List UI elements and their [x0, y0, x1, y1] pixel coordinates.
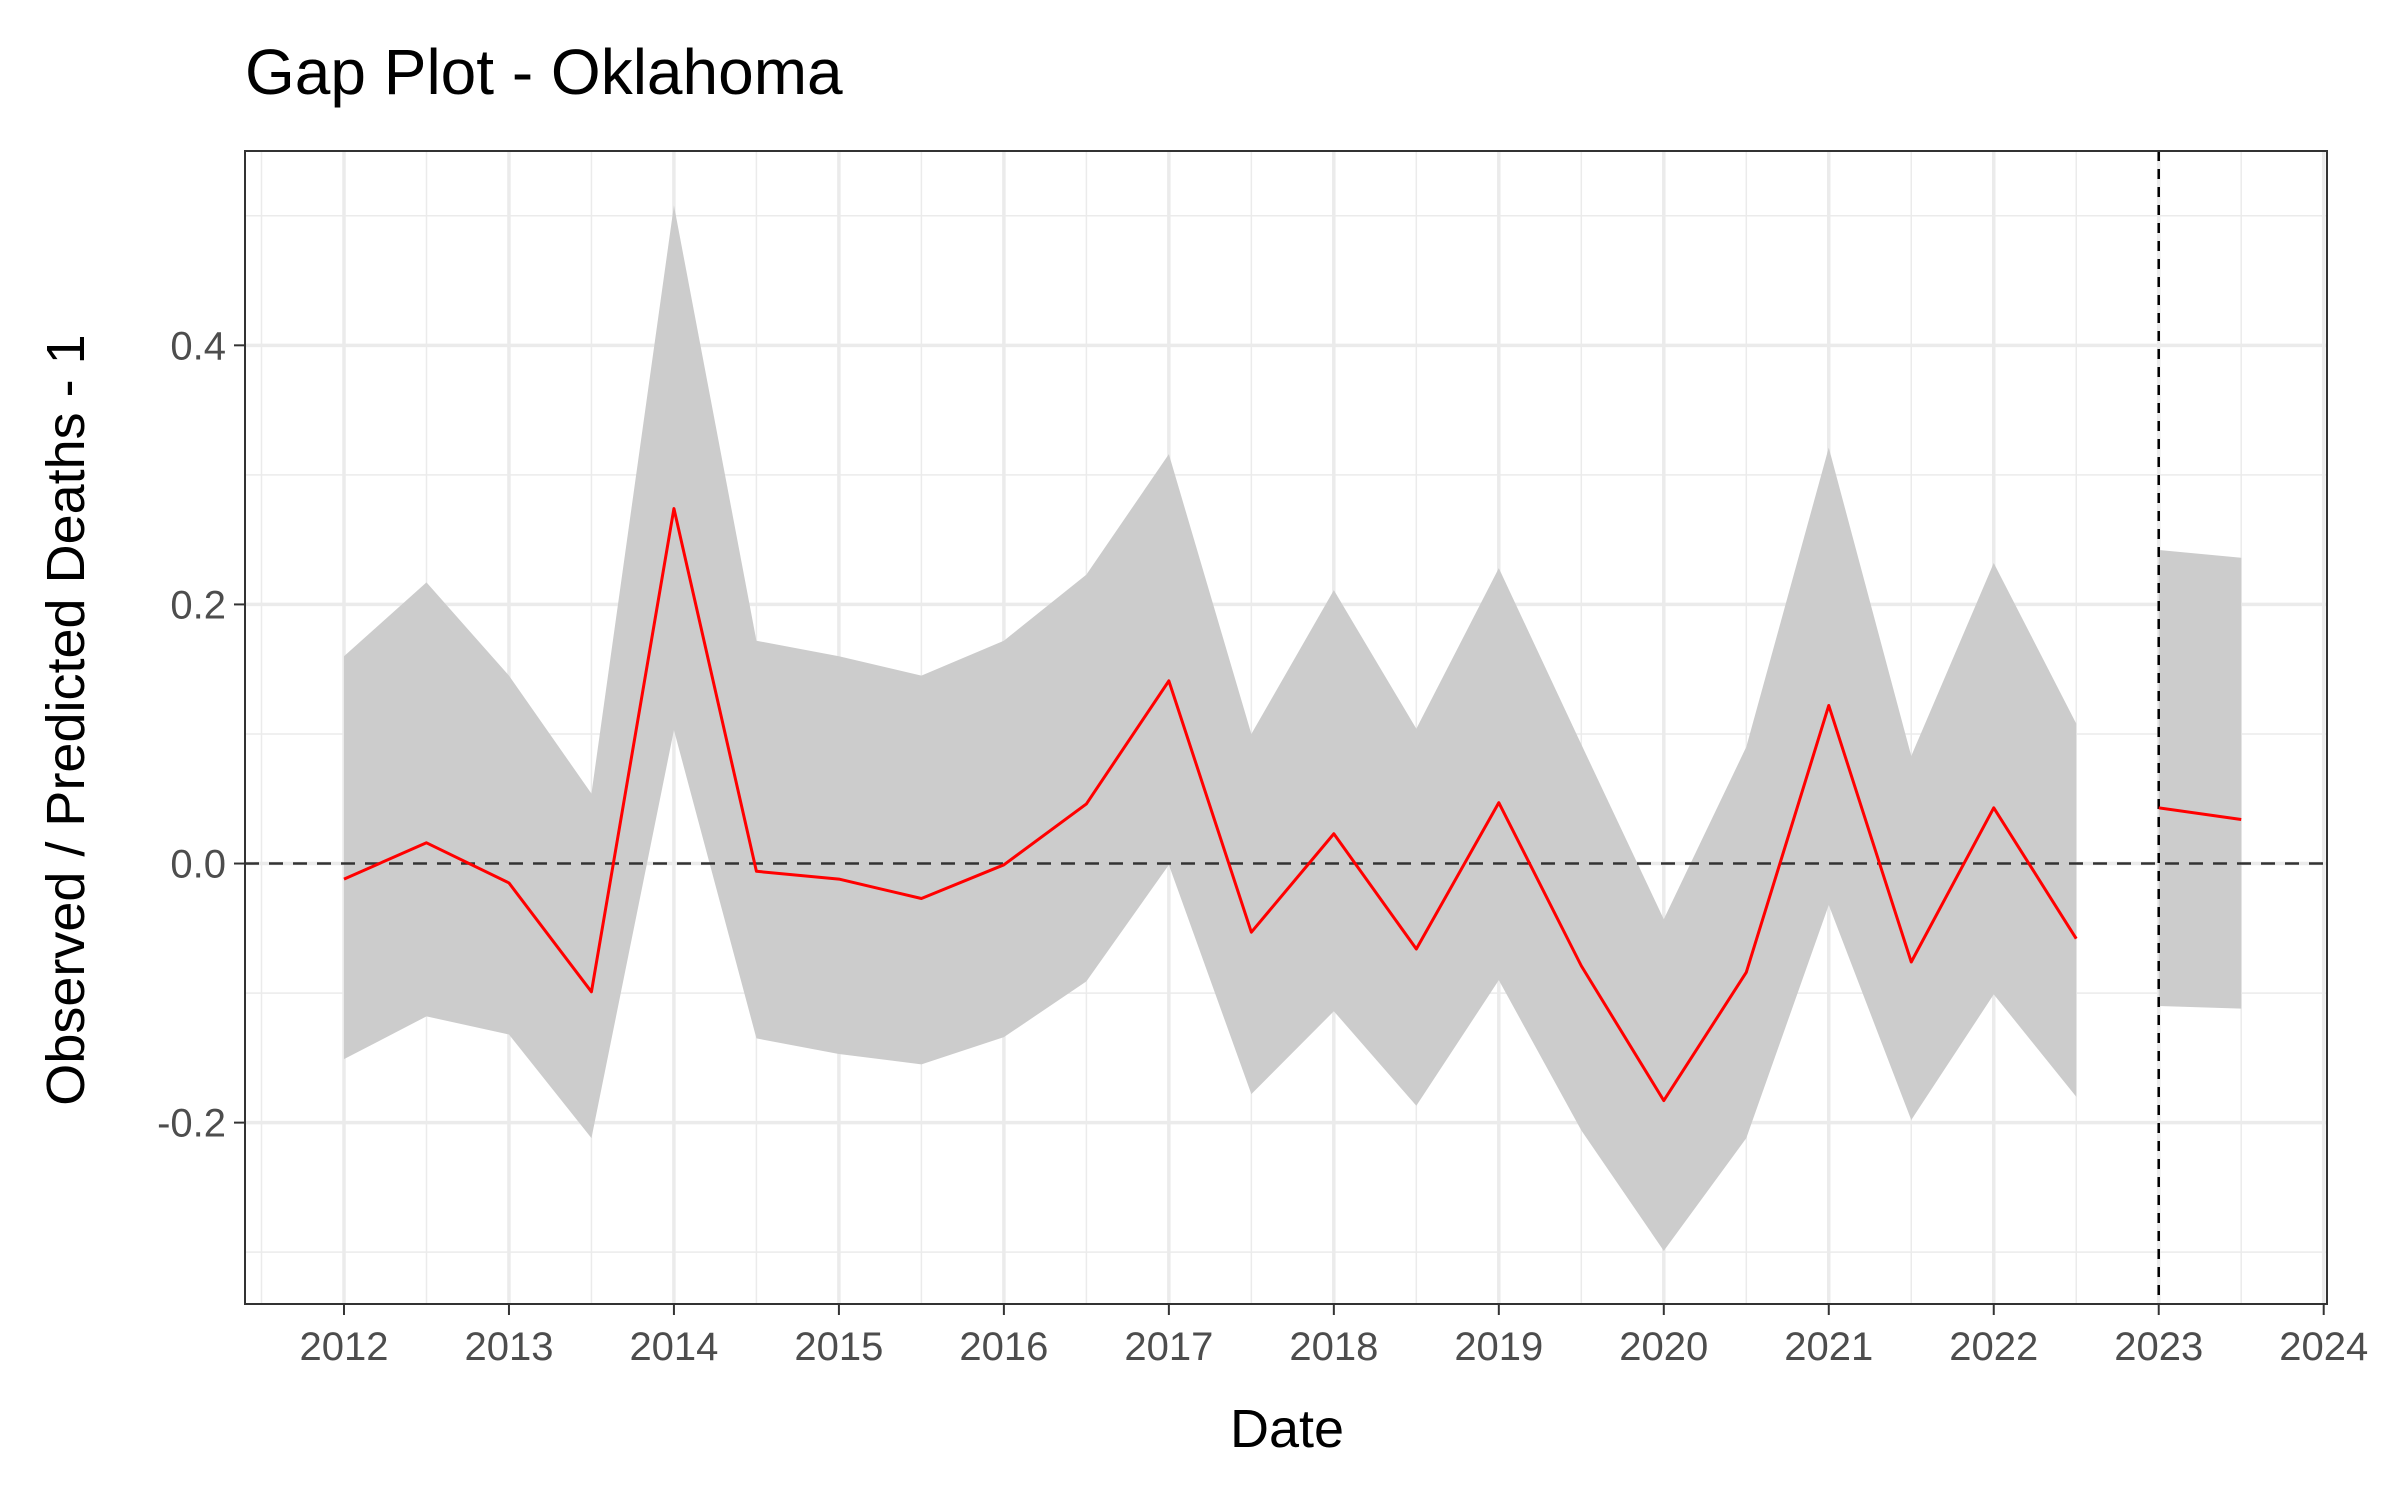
x-tick-label: 2018	[1289, 1325, 1378, 1369]
confidence-band-post-period	[2158, 550, 2242, 1009]
x-axis: 2012 2013 2014 2015 2016 2017 2018 2019 2020 2021…	[299, 1304, 2368, 1369]
x-tick-label: 2019	[1454, 1325, 1543, 1369]
panel-border	[244, 150, 2328, 1305]
y-tick-label: 0.2	[170, 583, 226, 627]
chart-title: Gap Plot - Oklahoma	[245, 36, 843, 108]
x-tick-label: 2023	[2114, 1325, 2203, 1369]
x-tick-label: 2016	[959, 1325, 1048, 1369]
x-tick-label: 2017	[1124, 1325, 1213, 1369]
x-tick-label: 2015	[794, 1325, 883, 1369]
x-tick-label: 2014	[629, 1325, 718, 1369]
y-axis: -0.2 0.0 0.2 0.4	[157, 324, 245, 1146]
gap-lines	[343, 507, 2242, 1103]
x-tick-label: 2020	[1619, 1325, 1708, 1369]
x-tick-label: 2024	[2279, 1325, 2368, 1369]
y-tick-label: 0.4	[170, 324, 226, 368]
x-tick-label: 2013	[464, 1325, 553, 1369]
reference-lines	[245, 151, 2327, 1304]
x-tick-label: 2022	[1949, 1325, 2038, 1369]
confidence-bands	[343, 205, 2242, 1251]
y-tick-label: 0.0	[170, 843, 226, 887]
gap-line-pre-period	[343, 507, 2078, 1103]
x-tick-label: 2021	[1784, 1325, 1873, 1369]
x-tick-label: 2012	[299, 1325, 388, 1369]
confidence-band-pre-period	[343, 205, 2077, 1251]
y-axis-title: Observed / Predicted Deaths - 1	[36, 334, 96, 1105]
y-tick-label: -0.2	[157, 1102, 226, 1146]
gap-line-post-period	[2158, 806, 2242, 821]
x-axis-title: Date	[1230, 1399, 1344, 1459]
